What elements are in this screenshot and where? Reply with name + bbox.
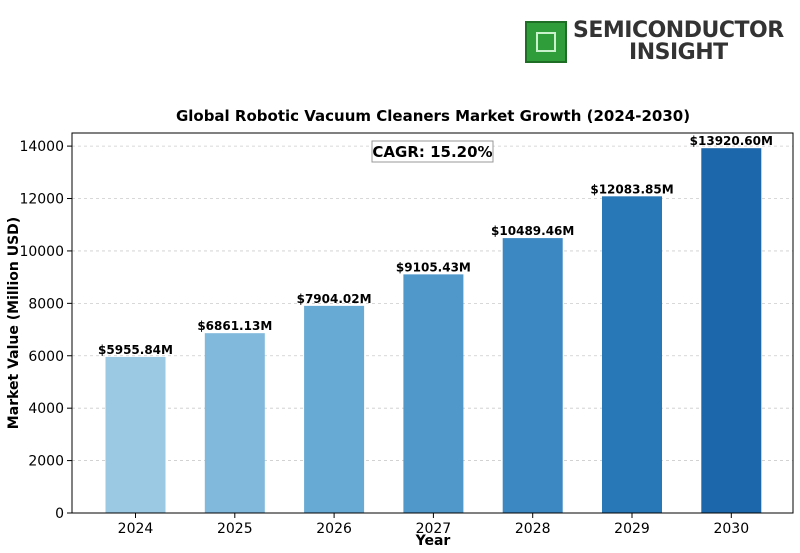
data-label: $9105.43M [396, 260, 471, 274]
brand-name: SEMICONDUCTOR INSIGHT [573, 20, 784, 64]
x-axis-label: Year [415, 533, 451, 549]
bar [105, 356, 166, 513]
x-tick-label: 2024 [118, 521, 154, 537]
y-tick-label: 8000 [28, 296, 64, 312]
data-label: $12083.85M [590, 182, 673, 196]
chip-icon [525, 21, 567, 63]
cagr-annotation: CAGR: 15.20% [371, 140, 494, 163]
bar [701, 148, 762, 514]
plot-area [71, 132, 794, 514]
y-tick-label: 2000 [28, 454, 64, 470]
bar [304, 305, 365, 513]
data-label: $6861.13M [197, 319, 272, 333]
y-axis-label: Market Value (Million USD) [6, 217, 22, 429]
data-label: $5955.84M [98, 343, 173, 357]
y-tick-label: 14000 [19, 139, 64, 155]
bar [502, 238, 563, 513]
data-label: $7904.02M [297, 292, 372, 306]
y-tick-label: 0 [55, 506, 64, 522]
bar [204, 333, 265, 513]
y-tick-label: 6000 [28, 349, 64, 365]
y-tick-label: 10000 [19, 244, 64, 260]
chart-title: Global Robotic Vacuum Cleaners Market Gr… [176, 107, 690, 125]
x-tick-label: 2030 [713, 521, 749, 537]
cagr-label: CAGR: 15.20% [372, 143, 492, 161]
x-tick-label: 2025 [217, 521, 253, 537]
bars [105, 148, 762, 514]
x-tick-label: 2027 [416, 521, 452, 537]
y-tick-label: 4000 [28, 401, 64, 417]
y-axis-ticks: 0 2000 4000 6000 8000 10000 12000 14000 [19, 139, 72, 522]
data-labels: $5955.84M $6861.13M $7904.02M $9105.43M $104… [98, 134, 773, 357]
x-tick-label: 2029 [614, 521, 650, 537]
bar [403, 274, 464, 513]
y-tick-label: 12000 [19, 192, 64, 208]
data-label: $13920.60M [690, 134, 773, 148]
brand-logo: SEMICONDUCTOR INSIGHT [525, 20, 784, 64]
data-label: $10489.46M [491, 224, 574, 238]
brand-line-1: SEMICONDUCTOR [573, 18, 784, 43]
cagr-box [371, 140, 494, 163]
x-axis-ticks: 2024 2025 2026 2027 2028 2029 2030 [118, 513, 749, 537]
x-tick-label: 2026 [316, 521, 352, 537]
bar [602, 196, 662, 513]
brand-line-2: INSIGHT [629, 40, 728, 65]
x-tick-label: 2028 [515, 521, 551, 537]
